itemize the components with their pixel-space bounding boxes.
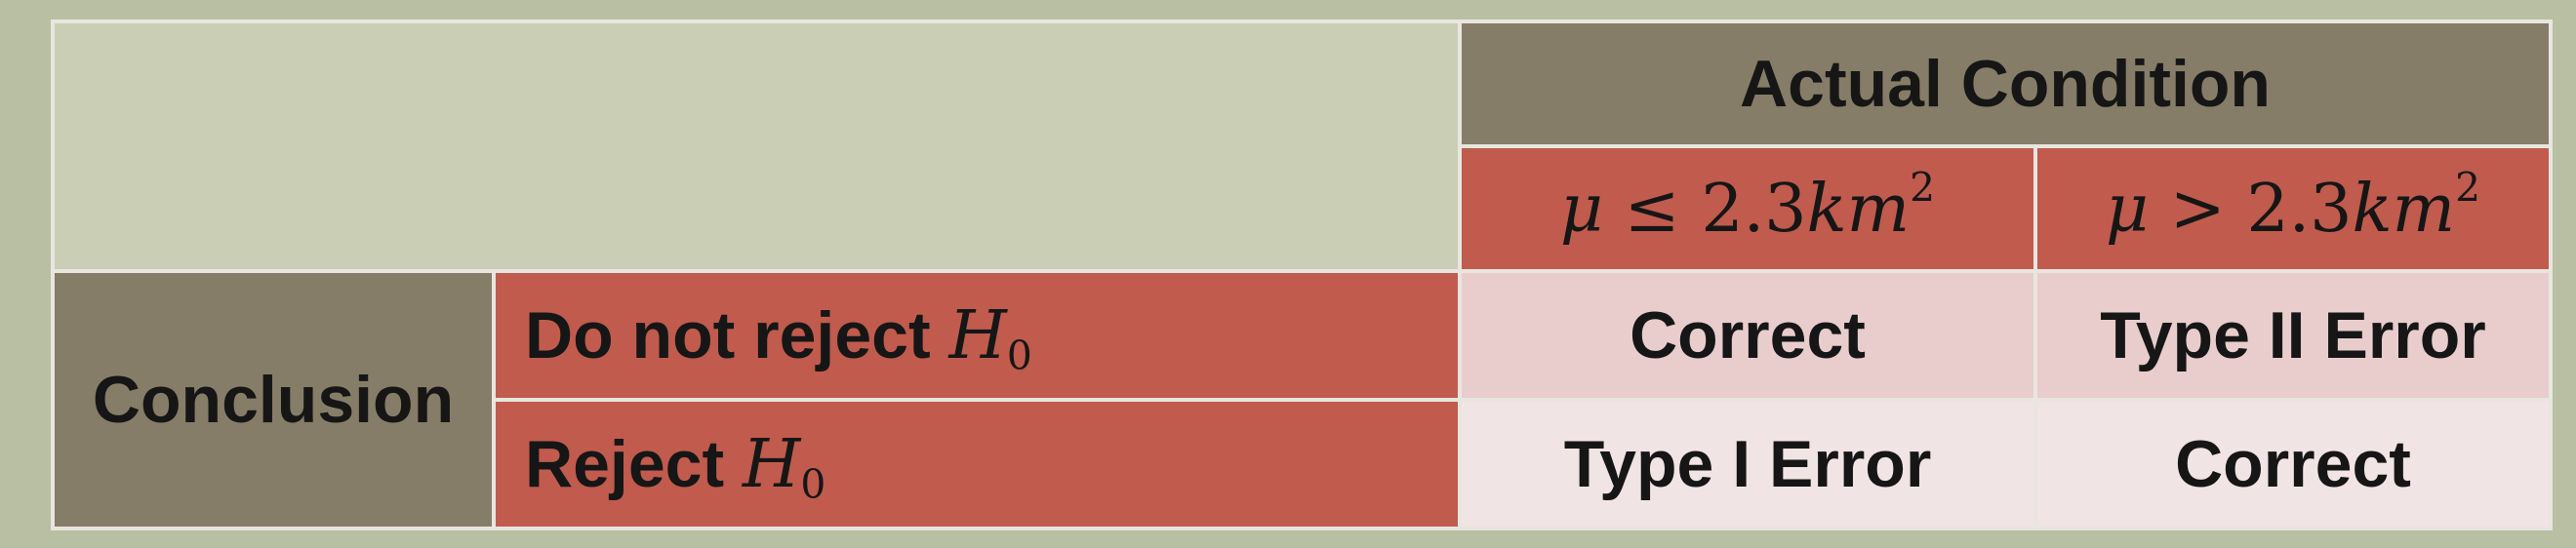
actual-condition-label: Actual Condition: [1740, 47, 2271, 121]
condition-mu-le-formula: μ ≤ 2.3km2: [1559, 163, 1936, 248]
conclusion-label: Conclusion: [92, 363, 455, 437]
cell-do-not-reject-mu-gt: Type II Error: [2033, 269, 2553, 402]
condition-column-mu-le: μ ≤ 2.3km2: [1458, 144, 2037, 273]
cell-result-correct-2: Correct: [2175, 427, 2411, 501]
cell-reject-mu-le: Type I Error: [1458, 398, 2037, 530]
condition-column-mu-gt: μ > 2.3km2: [2033, 144, 2553, 273]
row-do-not-reject-hypothesis: H0: [948, 296, 1032, 379]
row-reject-hypothesis: H0: [743, 425, 826, 508]
cell-result-type-i-error: Type I Error: [1563, 427, 1932, 501]
row-do-not-reject-label: Do not reject: [525, 297, 931, 372]
hypothesis-test-table: Actual Condition μ ≤ 2.3km2 μ > 2.3km2 C…: [51, 20, 2553, 530]
condition-mu-gt-formula: μ > 2.3km2: [2105, 163, 2481, 248]
cell-result-type-ii-error: Type II Error: [2100, 298, 2486, 372]
cell-do-not-reject-mu-le: Correct: [1458, 269, 2037, 402]
cell-reject-mu-gt: Correct: [2033, 398, 2553, 530]
conclusion-header: Conclusion: [51, 269, 496, 530]
row-reject: Reject H0: [492, 398, 1462, 530]
row-do-not-reject: Do not reject H0: [492, 269, 1462, 402]
empty-corner-cell: [51, 20, 1462, 273]
row-reject-label: Reject: [525, 426, 725, 501]
cell-result-correct: Correct: [1630, 298, 1866, 372]
actual-condition-header: Actual Condition: [1458, 20, 2553, 148]
